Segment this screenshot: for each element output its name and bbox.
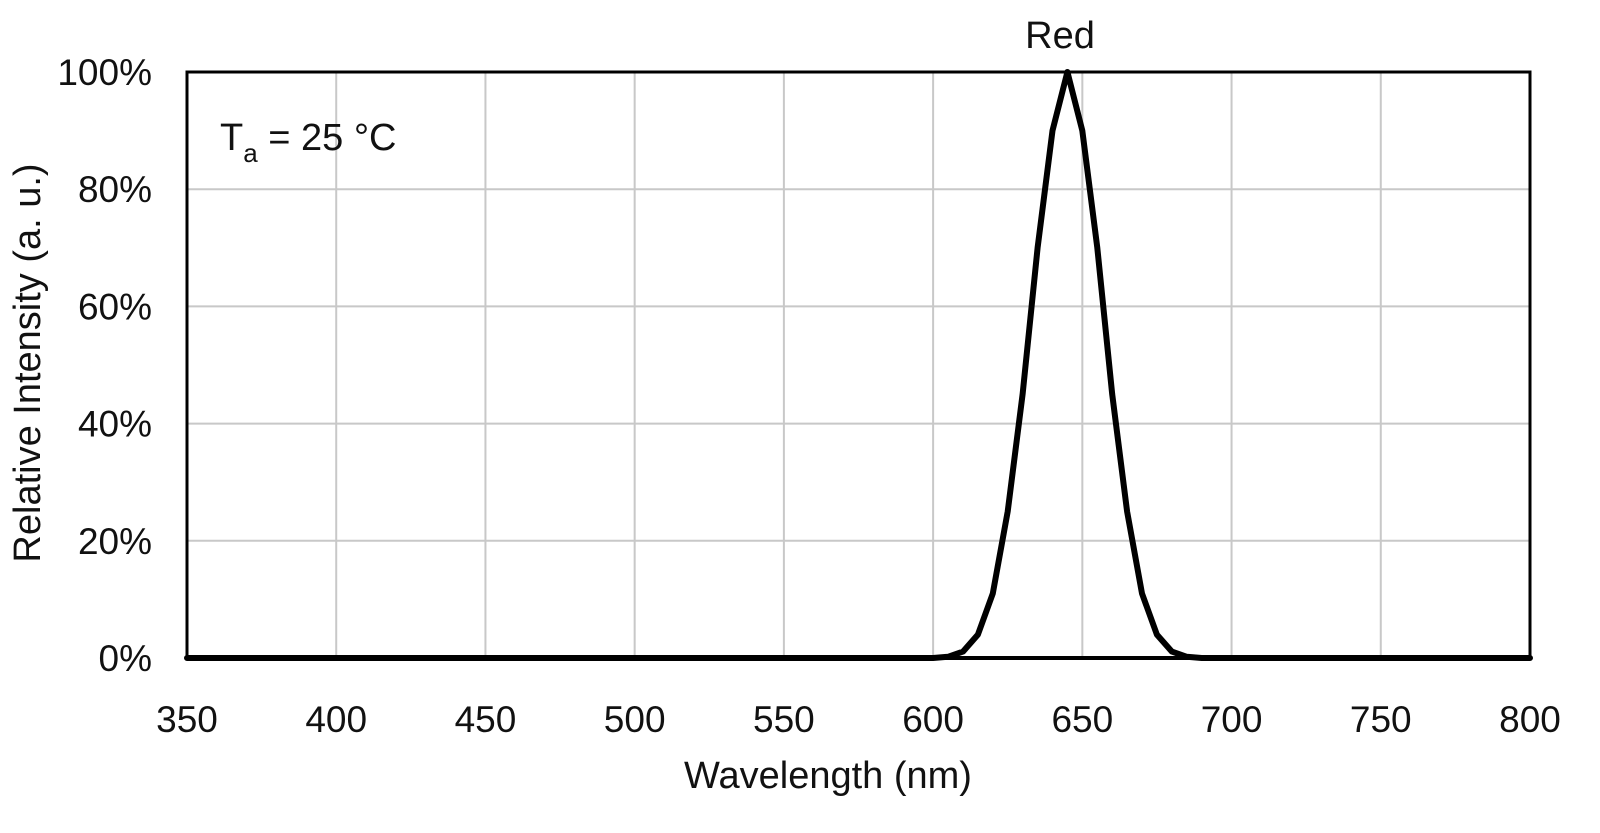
data-point bbox=[932, 657, 934, 659]
temperature-symbol: T bbox=[220, 117, 243, 159]
plot-border bbox=[185, 70, 1532, 660]
x-tick-label: 400 bbox=[305, 699, 367, 740]
data-point bbox=[992, 593, 994, 595]
x-tick-label: 450 bbox=[455, 699, 517, 740]
x-tick-label: 600 bbox=[902, 699, 964, 740]
y-tick-labels: 0% 20% 40% 60% 80% 100% bbox=[57, 52, 152, 679]
grid-lines bbox=[186, 71, 1531, 659]
plot-frame bbox=[185, 70, 1532, 660]
data-point bbox=[1007, 511, 1009, 512]
data-point bbox=[1201, 657, 1203, 659]
y-tick-label: 40% bbox=[78, 404, 152, 445]
x-tick-label: 800 bbox=[1499, 699, 1561, 740]
x-tick-label: 350 bbox=[156, 699, 218, 740]
temperature-annotation: Ta = 25 °C bbox=[220, 117, 396, 168]
data-point bbox=[1186, 656, 1188, 658]
data-point bbox=[977, 634, 979, 636]
x-tick-labels: 350 400 450 500 550 600 650 700 750 800 bbox=[156, 699, 1561, 740]
data-point bbox=[1141, 593, 1143, 595]
data-point bbox=[1022, 393, 1024, 395]
data-point bbox=[1051, 130, 1053, 132]
data-point bbox=[962, 651, 964, 653]
data-point bbox=[1081, 130, 1083, 132]
x-tick-label: 650 bbox=[1051, 699, 1113, 740]
x-axis-title: Wavelength (nm) bbox=[684, 755, 972, 797]
series-line-red bbox=[184, 69, 1533, 661]
x-tick-label: 550 bbox=[753, 699, 815, 740]
y-tick-label: 0% bbox=[99, 638, 152, 679]
y-tick-label: 100% bbox=[57, 52, 152, 93]
data-point bbox=[947, 656, 949, 658]
data-point bbox=[1037, 247, 1039, 249]
data-point bbox=[1111, 393, 1113, 395]
x-tick-label: 750 bbox=[1350, 699, 1412, 740]
temperature-value: = 25 °C bbox=[258, 117, 397, 159]
data-point bbox=[1171, 651, 1173, 653]
data-point bbox=[1156, 634, 1158, 636]
y-tick-label: 60% bbox=[78, 286, 152, 327]
x-tick-label: 500 bbox=[604, 699, 666, 740]
series-layer bbox=[184, 69, 1533, 661]
data-point bbox=[1096, 247, 1098, 249]
y-tick-label: 80% bbox=[78, 169, 152, 210]
data-point bbox=[1066, 71, 1068, 73]
x-tick-label: 700 bbox=[1201, 699, 1263, 740]
series-label-red: Red bbox=[1025, 15, 1095, 57]
data-point bbox=[1126, 511, 1128, 512]
y-tick-label: 20% bbox=[78, 521, 152, 562]
y-axis-title: Relative Intensity (a. u.) bbox=[7, 163, 49, 562]
temperature-subscript: a bbox=[243, 138, 258, 168]
